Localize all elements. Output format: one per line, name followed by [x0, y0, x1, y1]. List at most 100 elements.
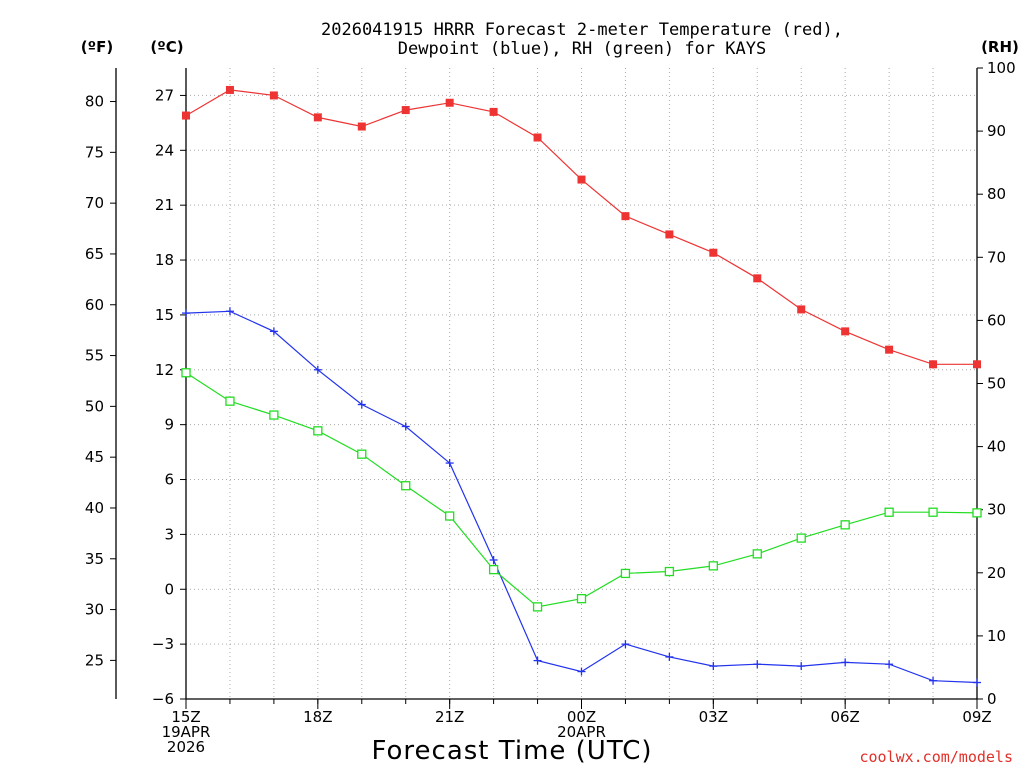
- x-axis-title: Forecast Time (UTC): [371, 736, 652, 766]
- rh-tick-label: 10: [987, 627, 1006, 645]
- fahrenheit-tick-label: 50: [85, 397, 104, 415]
- temperature-point: [489, 107, 498, 116]
- rh-point: [620, 568, 631, 579]
- rh-tick-label: 50: [987, 375, 1006, 393]
- x-tick-label: 09Z: [962, 708, 991, 726]
- x-tick-label: 20APR: [557, 723, 606, 741]
- rh-point: [445, 511, 455, 521]
- rh-tick-label: 80: [987, 185, 1006, 203]
- dewpoint-point: [885, 660, 894, 669]
- temperature-point: [445, 98, 454, 107]
- dewpoint-point: [929, 676, 938, 685]
- rh-tick-label: 40: [987, 438, 1006, 456]
- celsius-tick-label: 9: [164, 416, 174, 434]
- temperature-point: [182, 111, 190, 120]
- celsius-tick-label: 24: [155, 141, 174, 159]
- chart-title-line2: Dewpoint (blue), RH (green) for KAYS: [398, 39, 766, 59]
- x-tick-label: 03Z: [699, 708, 728, 726]
- rh-point: [488, 564, 499, 575]
- celsius-tick-label: −6: [152, 690, 174, 708]
- rh-point: [225, 396, 235, 406]
- rh-point: [840, 520, 850, 530]
- temperature-point: [709, 248, 718, 257]
- rh-point: [708, 561, 718, 571]
- fahrenheit-tick-label: 80: [85, 93, 104, 111]
- dewpoint-point: [665, 652, 674, 661]
- rh-unit-label: (RH): [981, 38, 1019, 56]
- x-tick-label: 06Z: [830, 708, 859, 726]
- fahrenheit-tick-label: 55: [85, 347, 104, 365]
- fahrenheit-tick-label: 75: [85, 143, 104, 161]
- dewpoint-point: [401, 422, 410, 431]
- dewpoint-point: [797, 662, 806, 671]
- rh-point: [401, 481, 411, 491]
- rh-point: [576, 594, 587, 604]
- fahrenheit-tick-label: 65: [85, 245, 104, 263]
- x-tick-label: 18Z: [303, 708, 332, 726]
- dewpoint-point: [709, 662, 718, 671]
- celsius-tick-label: 12: [155, 361, 174, 379]
- temperature-point: [225, 85, 234, 94]
- celsius-tick-label: 15: [155, 306, 174, 324]
- temperature-point: [533, 133, 542, 142]
- temperature-point: [973, 360, 981, 369]
- celsius-tick-label: 0: [164, 580, 174, 598]
- x-tick-label: 19APR: [162, 723, 211, 741]
- rh-tick-label: 0: [987, 690, 997, 708]
- temperature-point: [357, 122, 366, 131]
- temperature-point: [841, 327, 850, 336]
- temperature-point: [885, 345, 894, 354]
- dewpoint-point: [489, 555, 498, 564]
- rh-point: [884, 507, 894, 517]
- series-group: [181, 85, 982, 687]
- fahrenheit-tick-label: 40: [85, 499, 104, 517]
- rh-tick-label: 70: [987, 248, 1006, 266]
- temperature-point: [797, 305, 806, 314]
- celsius-tick-label: 27: [155, 86, 174, 104]
- dewpoint-point: [225, 307, 234, 316]
- rh-point: [269, 410, 279, 420]
- fahrenheit-tick-label: 25: [85, 651, 104, 669]
- fahrenheit-tick-label: 60: [85, 296, 104, 314]
- temperature-line: [185, 89, 977, 365]
- rh-tick-label: 20: [987, 564, 1006, 582]
- rh-point: [532, 602, 543, 612]
- rh-point: [752, 549, 762, 559]
- rh-tick-label: 30: [987, 501, 1006, 519]
- rh-point: [181, 368, 191, 378]
- dewpoint-point: [753, 660, 762, 669]
- x-tick-label: 00Z: [567, 708, 596, 726]
- x-tick-label: 15Z: [171, 708, 200, 726]
- fahrenheit-tick-label: 30: [85, 601, 104, 619]
- celsius-tick-label: 6: [164, 471, 174, 489]
- dewpoint-point: [841, 658, 850, 667]
- rh-tick-label: 100: [987, 59, 1016, 77]
- temperature-point: [401, 106, 410, 115]
- temperature-point: [665, 230, 674, 239]
- dewpoint-point: [973, 678, 981, 687]
- celsius-tick-label: 18: [155, 251, 174, 269]
- temperature-point: [929, 360, 938, 369]
- dewpoint-point: [313, 365, 322, 374]
- dewpoint-point: [533, 656, 542, 665]
- rh-point: [313, 426, 323, 436]
- celsius-unit-label: (ºC): [150, 38, 183, 56]
- dewpoint-point: [269, 327, 278, 336]
- dewpoint-point: [445, 459, 454, 468]
- dewpoint-point: [357, 400, 366, 409]
- chart-title-line1: 2026041915 HRRR Forecast 2-meter Tempera…: [321, 20, 843, 40]
- fahrenheit-tick-label: 35: [85, 550, 104, 568]
- dewpoint-point: [182, 309, 190, 318]
- rh-point: [357, 449, 367, 459]
- temperature-point: [753, 274, 762, 283]
- x-tick-label: 21Z: [435, 708, 464, 726]
- dewpoint-point: [577, 667, 586, 676]
- celsius-tick-label: 21: [155, 196, 174, 214]
- celsius-tick-label: 3: [164, 525, 174, 543]
- grid: [186, 68, 977, 699]
- rh-point: [796, 533, 806, 543]
- rh-tick-label: 90: [987, 122, 1006, 140]
- celsius-tick-label: −3: [152, 635, 174, 653]
- rh-point: [928, 507, 938, 517]
